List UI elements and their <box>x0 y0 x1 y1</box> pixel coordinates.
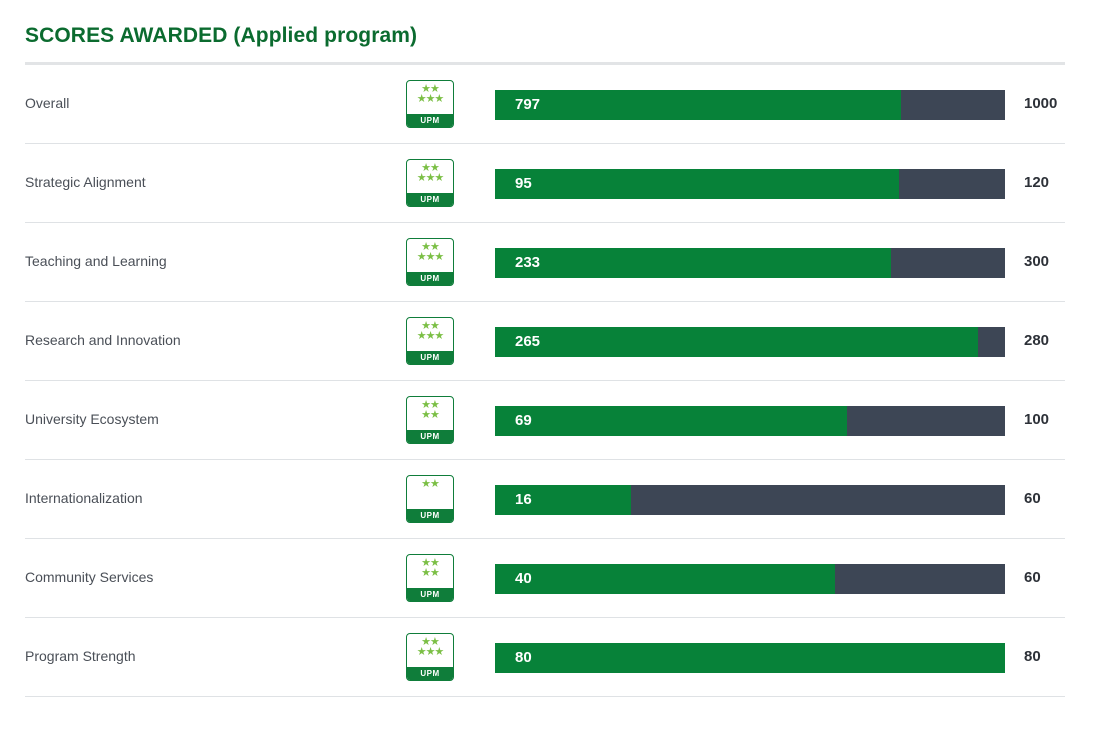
star-icon-row: ★★ <box>421 635 440 648</box>
category-label: Strategic Alignment <box>25 174 146 190</box>
rating-stars: ★★ ★★★ <box>407 240 453 263</box>
category-label: University Ecosystem <box>25 411 159 427</box>
category-label: Teaching and Learning <box>25 253 167 269</box>
upm-rating-badge: ★★ ★★ UPM <box>406 396 454 444</box>
score-row: University Ecosystem ★★ ★★ UPM 69 100 <box>25 381 1065 460</box>
bar-value-label: 40 <box>515 570 532 587</box>
bar-track: 40 <box>495 564 1005 594</box>
star-icon-row: ★★ <box>421 319 440 332</box>
bar-fill <box>495 169 899 199</box>
bar-track: 95 <box>495 169 1005 199</box>
upm-rating-badge: ★★ ★★★ UPM <box>406 633 454 681</box>
bar-fill <box>495 406 847 436</box>
bar-fill <box>495 327 978 357</box>
star-icon-row: ★★ <box>421 556 440 569</box>
star-icon-row: ★★★ <box>416 250 445 263</box>
category-label: Program Strength <box>25 648 136 664</box>
upm-logo: UPM <box>407 667 453 680</box>
max-value-label: 60 <box>1024 490 1041 507</box>
bar-value-label: 797 <box>515 96 541 113</box>
bar-fill <box>495 643 1005 673</box>
bar-value-label: 265 <box>515 333 541 350</box>
bar-track: 80 <box>495 643 1005 673</box>
max-value-label: 1000 <box>1024 95 1058 112</box>
star-icon-row: ★★★ <box>416 171 445 184</box>
upm-rating-badge: ★★ UPM <box>406 475 454 523</box>
category-label: Internationalization <box>25 490 143 506</box>
page-title: SCORES AWARDED (Applied program) <box>25 24 418 47</box>
upm-logo: UPM <box>407 272 453 285</box>
star-icon-row: ★★ <box>421 398 440 411</box>
bar-track: 69 <box>495 406 1005 436</box>
upm-logo: UPM <box>407 588 453 601</box>
upm-rating-badge: ★★ ★★ UPM <box>406 554 454 602</box>
category-label: Community Services <box>25 569 154 585</box>
star-icon-row: ★★★ <box>416 329 445 342</box>
score-rows: Overall ★★ ★★★ UPM 797 1000 Strategic Alignmen… <box>25 65 1065 697</box>
rating-stars: ★★ ★★★ <box>407 161 453 184</box>
max-value-label: 80 <box>1024 648 1041 665</box>
star-icon-row: ★★ <box>421 408 440 421</box>
star-icon-row: ★★ <box>421 82 440 95</box>
upm-rating-badge: ★★ ★★★ UPM <box>406 159 454 207</box>
category-label: Overall <box>25 95 70 111</box>
max-value-label: 60 <box>1024 569 1041 586</box>
star-icon-row: ★★ <box>421 477 440 490</box>
upm-rating-badge: ★★ ★★★ UPM <box>406 80 454 128</box>
max-value-label: 300 <box>1024 253 1050 270</box>
rating-stars: ★★ ★★★ <box>407 82 453 105</box>
bar-fill <box>495 90 901 120</box>
upm-rating-badge: ★★ ★★★ UPM <box>406 317 454 365</box>
score-row: Program Strength ★★ ★★★ UPM 80 80 <box>25 618 1065 697</box>
score-row: Community Services ★★ ★★ UPM 40 60 <box>25 539 1065 618</box>
rating-stars: ★★ <box>407 477 453 490</box>
star-icon-row: ★★ <box>421 240 440 253</box>
upm-logo: UPM <box>407 351 453 364</box>
star-icon-row: ★★ <box>421 566 440 579</box>
star-icon-row: ★★★ <box>416 645 445 658</box>
bar-track: 797 <box>495 90 1005 120</box>
bar-value-label: 95 <box>515 175 532 192</box>
rating-stars: ★★ ★★ <box>407 398 453 421</box>
upm-logo: UPM <box>407 509 453 522</box>
score-row: Research and Innovation ★★ ★★★ UPM 265 280 <box>25 302 1065 381</box>
upm-logo: UPM <box>407 193 453 206</box>
score-row: Overall ★★ ★★★ UPM 797 1000 <box>25 65 1065 144</box>
star-icon-row: ★★ <box>421 161 440 174</box>
score-row: Strategic Alignment ★★ ★★★ UPM 95 120 <box>25 144 1065 223</box>
upm-logo: UPM <box>407 114 453 127</box>
bar-fill <box>495 248 891 278</box>
bar-fill <box>495 485 631 515</box>
bar-value-label: 16 <box>515 491 532 508</box>
star-icon-row: ★★★ <box>416 92 445 105</box>
rating-stars: ★★ ★★ <box>407 556 453 579</box>
rating-stars: ★★ ★★★ <box>407 635 453 658</box>
bar-value-label: 233 <box>515 254 541 271</box>
bar-track: 265 <box>495 327 1005 357</box>
bar-track: 233 <box>495 248 1005 278</box>
rating-stars: ★★ ★★★ <box>407 319 453 342</box>
upm-rating-badge: ★★ ★★★ UPM <box>406 238 454 286</box>
bar-track: 16 <box>495 485 1005 515</box>
score-row: Teaching and Learning ★★ ★★★ UPM 233 300 <box>25 223 1065 302</box>
category-label: Research and Innovation <box>25 332 181 348</box>
bar-value-label: 80 <box>515 649 532 666</box>
bar-fill <box>495 564 835 594</box>
bar-value-label: 69 <box>515 412 532 429</box>
max-value-label: 120 <box>1024 174 1050 191</box>
max-value-label: 100 <box>1024 411 1050 428</box>
score-row: Internationalization ★★ UPM 16 60 <box>25 460 1065 539</box>
max-value-label: 280 <box>1024 332 1050 349</box>
title-divider <box>25 62 1065 65</box>
upm-logo: UPM <box>407 430 453 443</box>
